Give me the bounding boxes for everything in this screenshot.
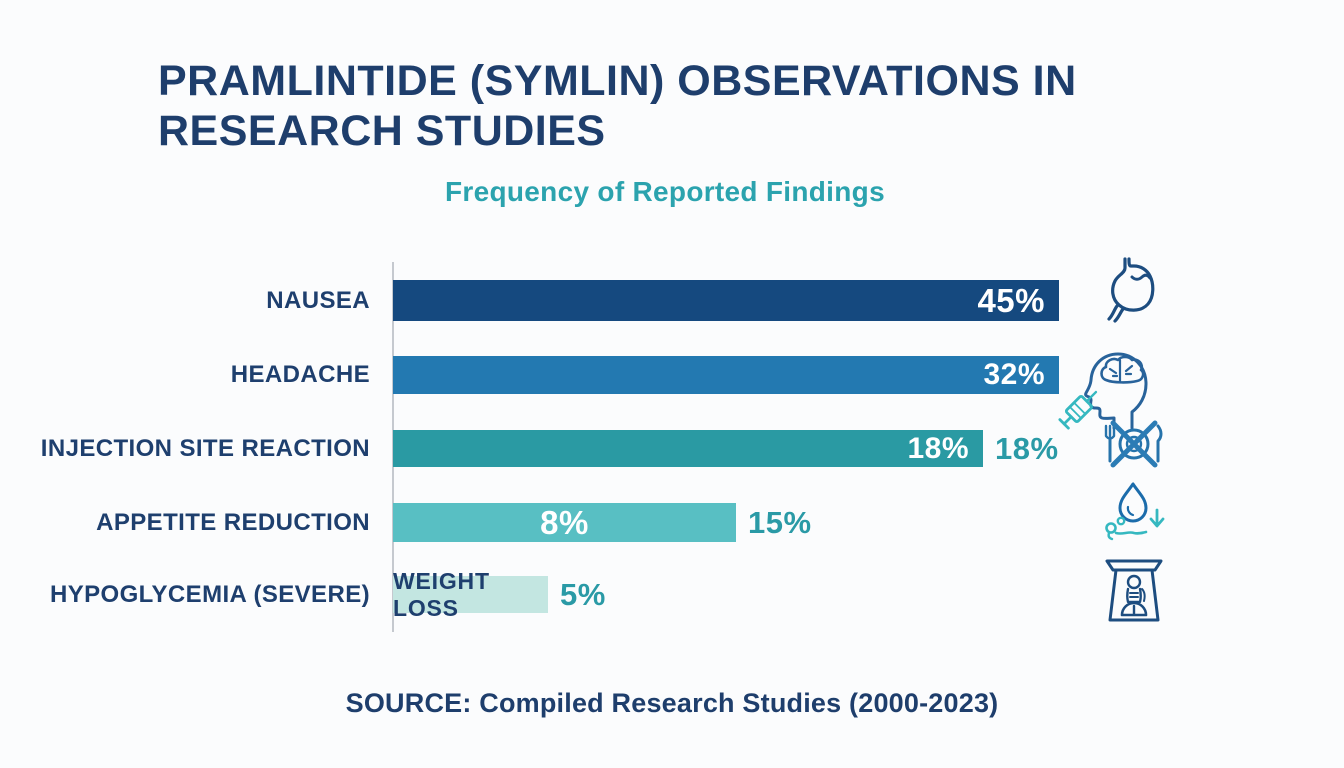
outer-value-label: 18%	[995, 430, 1059, 466]
page-title: PRAMLINTIDE (SYMLIN) OBSERVATIONS IN RES…	[158, 57, 1077, 155]
category-label: APPETITE REDUCTION	[96, 508, 370, 536]
chart-row-injection-site-reaction: INJECTION SITE REACTION 18% 18%	[0, 430, 1344, 467]
bar-hypoglycemia: WEIGHT LOSS	[393, 568, 548, 621]
category-label: NAUSEA	[266, 286, 370, 314]
bar-injection-site-reaction: 18%	[393, 430, 983, 467]
head-brain-syringe-icon	[1058, 352, 1148, 430]
chart-row-appetite-reduction: APPETITE REDUCTION 8% 15%	[0, 503, 1344, 542]
bar-headache: 32%	[393, 356, 1059, 394]
category-label: HEADACHE	[230, 361, 370, 388]
category-label: INJECTION SITE REACTION	[40, 434, 370, 462]
weight-scale-icon	[1105, 559, 1163, 622]
bar-value-label: WEIGHT LOSS	[393, 567, 490, 621]
category-label: HYPOGLYCEMIA (SEVERE)	[49, 580, 370, 608]
no-food-icon	[1104, 420, 1163, 468]
chart-row-headache: HEADACHE 32%	[0, 356, 1344, 394]
bar-value-label: 8%	[540, 503, 589, 541]
outer-value-label: 5%	[560, 576, 606, 612]
bar-value-label: 45%	[977, 281, 1045, 319]
source-note: SOURCE: Compiled Research Studies (2000-…	[345, 688, 999, 718]
chart-subtitle: Frequency of Reported Findings	[445, 176, 885, 207]
bar-value-label: 32%	[983, 358, 1045, 391]
bar-nausea: 45%	[393, 280, 1059, 321]
chart-row-hypoglycemia: HYPOGLYCEMIA (SEVERE) WEIGHT LOSS 5%	[0, 568, 1344, 621]
droplet-decrease-icon	[1105, 482, 1165, 541]
chart-row-nausea: NAUSEA 45%	[0, 280, 1344, 321]
bar-appetite-reduction: 8%	[393, 503, 736, 542]
bar-value-label: 18%	[907, 431, 969, 465]
stomach-icon	[1107, 257, 1155, 323]
outer-value-label: 15%	[748, 504, 812, 540]
